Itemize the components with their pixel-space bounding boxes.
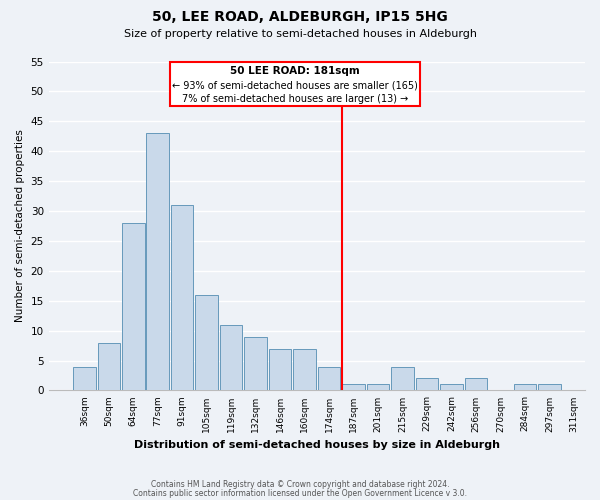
Bar: [122, 223, 145, 390]
Bar: [416, 378, 438, 390]
Bar: [196, 294, 218, 390]
Text: 7% of semi-detached houses are larger (13) →: 7% of semi-detached houses are larger (1…: [182, 94, 408, 104]
Bar: [73, 366, 95, 390]
Bar: [293, 348, 316, 391]
Text: ← 93% of semi-detached houses are smaller (165): ← 93% of semi-detached houses are smalle…: [172, 80, 418, 90]
Bar: [318, 366, 340, 390]
Bar: [244, 336, 267, 390]
Text: Contains HM Land Registry data © Crown copyright and database right 2024.: Contains HM Land Registry data © Crown c…: [151, 480, 449, 489]
Text: Size of property relative to semi-detached houses in Aldeburgh: Size of property relative to semi-detach…: [124, 29, 476, 39]
Bar: [367, 384, 389, 390]
Bar: [98, 342, 120, 390]
Bar: [171, 205, 193, 390]
Bar: [440, 384, 463, 390]
Bar: [391, 366, 414, 390]
X-axis label: Distribution of semi-detached houses by size in Aldeburgh: Distribution of semi-detached houses by …: [134, 440, 500, 450]
Bar: [269, 348, 292, 391]
Bar: [170, 62, 419, 106]
Y-axis label: Number of semi-detached properties: Number of semi-detached properties: [15, 130, 25, 322]
Bar: [538, 384, 560, 390]
Text: Contains public sector information licensed under the Open Government Licence v : Contains public sector information licen…: [133, 488, 467, 498]
Bar: [146, 134, 169, 390]
Text: 50, LEE ROAD, ALDEBURGH, IP15 5HG: 50, LEE ROAD, ALDEBURGH, IP15 5HG: [152, 10, 448, 24]
Bar: [514, 384, 536, 390]
Bar: [220, 324, 242, 390]
Bar: [464, 378, 487, 390]
Bar: [342, 384, 365, 390]
Text: 50 LEE ROAD: 181sqm: 50 LEE ROAD: 181sqm: [230, 66, 359, 76]
